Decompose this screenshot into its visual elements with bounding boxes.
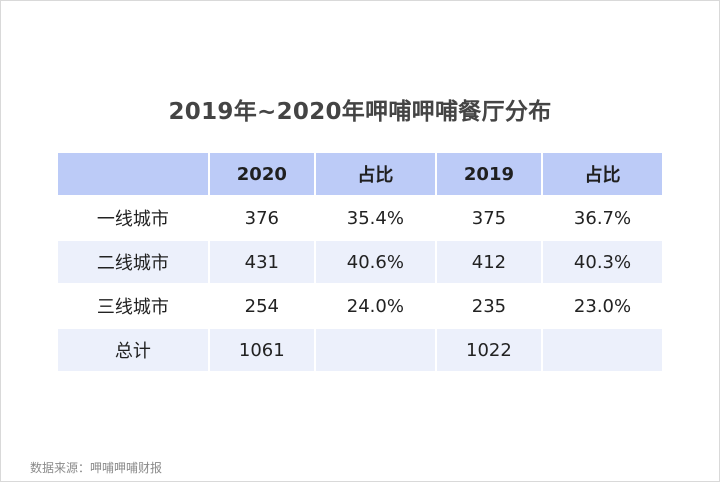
table-row: 三线城市 254 24.0% 235 23.0%	[58, 285, 662, 327]
table-row: 二线城市 431 40.6% 412 40.3%	[58, 241, 662, 283]
header-cell-share-2019: 占比	[543, 153, 662, 195]
data-source-note: 数据来源：呷哺呷哺财报	[30, 461, 163, 475]
row-label: 一线城市	[58, 197, 208, 239]
header-cell-share-2020: 占比	[315, 153, 435, 195]
share-2020: 35.4%	[315, 197, 435, 239]
table-header-row: 2020 占比 2019 占比	[58, 153, 662, 195]
page-title: 2019年~2020年呷哺呷哺餐厅分布	[168, 99, 552, 125]
table-row: 一线城市 376 35.4% 375 36.7%	[58, 197, 662, 239]
share-2019: 40.3%	[543, 241, 662, 283]
row-label: 二线城市	[58, 241, 208, 283]
distribution-table: 2020 占比 2019 占比 一线城市 376 35.4% 375 36.7%…	[56, 151, 664, 373]
share-2019: 36.7%	[543, 197, 662, 239]
row-label: 三线城市	[58, 285, 208, 327]
table-row-total: 总计 1061 1022	[58, 329, 662, 371]
value-2020: 1061	[209, 329, 314, 371]
value-2020: 431	[209, 241, 314, 283]
share-2020	[315, 329, 435, 371]
share-2019: 23.0%	[543, 285, 662, 327]
value-2019: 235	[436, 285, 542, 327]
value-2020: 254	[209, 285, 314, 327]
row-label: 总计	[58, 329, 208, 371]
share-2020: 24.0%	[315, 285, 435, 327]
share-2020: 40.6%	[315, 241, 435, 283]
value-2019: 412	[436, 241, 542, 283]
value-2019: 375	[436, 197, 542, 239]
value-2019: 1022	[436, 329, 542, 371]
share-2019	[543, 329, 662, 371]
header-cell-empty	[58, 153, 208, 195]
value-2020: 376	[209, 197, 314, 239]
header-cell-2020: 2020	[209, 153, 314, 195]
header-cell-2019: 2019	[436, 153, 542, 195]
